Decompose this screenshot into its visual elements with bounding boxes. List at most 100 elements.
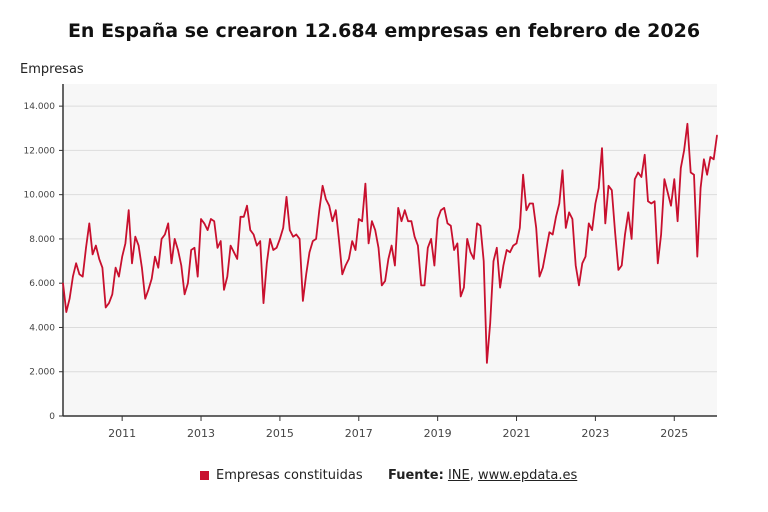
source-label: Fuente:: [388, 468, 444, 483]
data-point: [193, 247, 196, 249]
data-point: [157, 267, 159, 269]
data-point: [542, 267, 544, 269]
data-point: [683, 149, 685, 151]
x-tick-label: 2019: [424, 427, 452, 440]
data-point: [561, 169, 564, 171]
data-point: [614, 231, 616, 233]
x-tick-label: 2015: [266, 427, 294, 440]
data-point: [519, 227, 521, 229]
data-point: [160, 238, 163, 240]
data-point: [502, 264, 504, 267]
data-point: [529, 202, 531, 205]
data-point: [354, 249, 357, 251]
data-point: [538, 275, 541, 278]
data-point: [289, 229, 291, 231]
data-point: [134, 236, 136, 238]
data-point: [420, 284, 422, 287]
data-point: [213, 220, 215, 222]
data-point: [647, 200, 649, 202]
data-point: [183, 293, 186, 295]
data-point: [693, 174, 695, 176]
data-point: [174, 238, 176, 240]
data-point: [299, 238, 301, 240]
data-point: [548, 231, 550, 233]
data-point: [423, 284, 426, 287]
y-tick-label: 10.000: [24, 191, 56, 201]
data-point: [308, 251, 311, 253]
data-point: [607, 185, 610, 187]
data-point: [410, 220, 412, 222]
data-point: [558, 202, 560, 205]
data-point: [190, 249, 192, 251]
data-point: [108, 302, 110, 304]
data-point: [578, 284, 580, 287]
y-tick-label: 0: [49, 412, 55, 422]
data-point: [450, 225, 452, 227]
data-point: [673, 178, 675, 180]
data-point: [62, 282, 64, 284]
data-point: [676, 220, 679, 222]
data-point: [512, 244, 514, 247]
data-point: [170, 262, 173, 264]
data-point: [525, 209, 527, 211]
data-point: [371, 220, 373, 222]
data-point: [506, 249, 508, 251]
data-point: [177, 249, 179, 251]
data-point: [696, 256, 698, 258]
data-point: [118, 275, 120, 278]
data-point: [624, 233, 626, 236]
y-tick-label: 6.000: [29, 279, 55, 289]
data-point: [709, 156, 712, 158]
data-point: [328, 205, 330, 207]
data-point: [699, 187, 702, 189]
data-point: [594, 202, 597, 205]
data-point: [351, 240, 353, 242]
data-point: [584, 256, 587, 258]
data-point: [230, 244, 232, 247]
data-point: [621, 264, 623, 267]
data-point: [325, 198, 327, 200]
x-tick-label: 2011: [108, 427, 136, 440]
data-point: [617, 269, 620, 271]
data-point: [276, 247, 278, 249]
data-point: [601, 147, 603, 149]
y-tick-label: 2.000: [29, 368, 55, 378]
data-point: [272, 249, 274, 251]
data-point: [437, 218, 439, 220]
data-point: [128, 209, 130, 211]
data-point: [644, 154, 646, 156]
data-point: [131, 262, 133, 264]
data-point: [667, 191, 669, 194]
data-point: [312, 240, 314, 242]
source-org-link[interactable]: INE: [447, 468, 470, 483]
data-point: [433, 264, 435, 267]
source-site-link[interactable]: www.epdata.es: [478, 468, 578, 483]
data-point: [381, 284, 383, 287]
data-point: [144, 298, 146, 300]
data-point: [315, 238, 317, 240]
legend[interactable]: Empresas constituidas: [200, 468, 363, 483]
data-point: [575, 264, 577, 267]
data-point: [430, 238, 432, 240]
data-point: [706, 174, 708, 176]
data-point: [713, 158, 715, 160]
x-tick-label: 2025: [660, 427, 688, 440]
data-point: [302, 300, 304, 302]
data-point: [545, 249, 547, 251]
legend-label: Empresas constituidas: [216, 468, 363, 483]
data-point: [266, 262, 268, 264]
data-point: [203, 222, 205, 225]
data-point: [91, 253, 94, 256]
data-point: [207, 229, 209, 231]
data-point: [483, 260, 485, 262]
data-point: [634, 178, 636, 180]
y-tick-label: 4.000: [29, 323, 55, 333]
data-point: [65, 311, 67, 313]
data-point: [414, 236, 416, 238]
data-point: [466, 238, 468, 240]
data-point: [216, 247, 219, 249]
data-point: [256, 244, 258, 247]
data-point: [637, 171, 639, 174]
data-point: [233, 251, 235, 253]
data-point: [141, 267, 143, 269]
